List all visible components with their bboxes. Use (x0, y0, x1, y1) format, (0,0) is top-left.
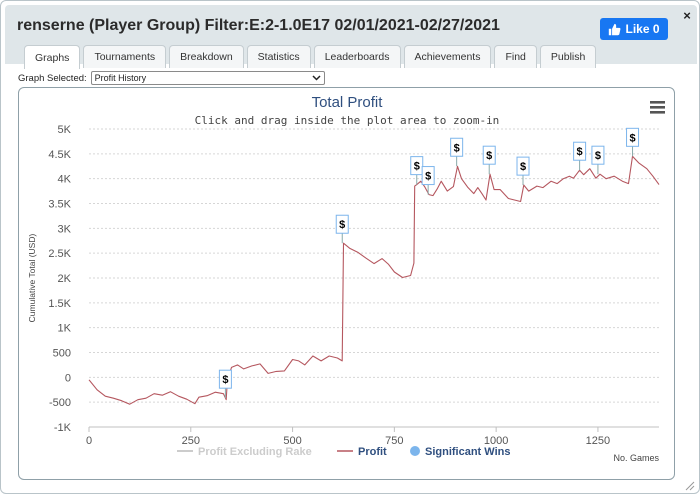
significant-win-label: $ (425, 171, 431, 183)
significant-win-label: $ (577, 146, 583, 158)
tab-find[interactable]: Find (494, 45, 537, 68)
tab-statistics[interactable]: Statistics (246, 45, 311, 68)
significant-win-flag (573, 141, 587, 161)
chart-menu-icon[interactable] (650, 101, 665, 114)
graph-select-row: Graph Selected: Profit History (18, 71, 325, 85)
like-label: Like 0 (625, 22, 660, 36)
tab-bar: Graphs Tournaments Breakdown Statistics … (24, 45, 597, 69)
profit-series-line (88, 155, 660, 405)
x-tick-label: 750 (385, 435, 403, 447)
window-title: renserne (Player Group) Filter:E:2-1.0E1… (17, 17, 500, 34)
legend-label-excluding-rake: Profit Excluding Rake (198, 446, 312, 458)
y-tick-label: 3.5K (48, 199, 71, 211)
significant-win-flag (450, 137, 464, 157)
y-tick-label: 4K (58, 174, 72, 186)
significant-win-flag (516, 156, 530, 176)
significant-win-label: $ (454, 142, 460, 154)
y-tick-label: -500 (49, 397, 71, 409)
y-tick-label: 2.5K (48, 248, 71, 260)
tab-graphs[interactable]: Graphs (24, 45, 81, 69)
legend-label-significant-wins: Significant Wins (425, 446, 510, 458)
graph-select-dropdown[interactable]: Profit History (90, 71, 325, 85)
resize-grip-icon[interactable] (685, 481, 695, 491)
legend-symbol-significant-wins (410, 446, 420, 456)
y-tick-label: 500 (53, 348, 71, 360)
y-tick-label: 2K (58, 273, 72, 285)
y-tick-label: -1K (54, 422, 72, 434)
chart-title: Total Profit (312, 94, 384, 111)
x-tick-label: 500 (283, 435, 301, 447)
facebook-like-button[interactable]: Like 0 (600, 18, 668, 40)
significant-win-label: $ (414, 161, 420, 173)
tab-breakdown[interactable]: Breakdown (169, 45, 244, 68)
significant-win-label: $ (629, 132, 635, 144)
tab-publish[interactable]: Publish (539, 45, 597, 68)
significant-win-flag (421, 166, 435, 186)
y-tick-label: 3K (58, 223, 72, 235)
y-axis-label: Cumulative Total (USD) (27, 234, 37, 323)
chevron-down-icon (310, 73, 324, 83)
significant-win-flag (626, 127, 640, 147)
tab-achievements[interactable]: Achievements (403, 45, 492, 68)
tab-tournaments[interactable]: Tournaments (83, 45, 167, 68)
x-tick-label: 1000 (484, 435, 508, 447)
significant-win-flag (335, 214, 349, 234)
graph-select-value: Profit History (94, 73, 147, 83)
window-titlebar: renserne (Player Group) Filter:E:2-1.0E1… (5, 5, 697, 69)
x-tick-label: 0 (86, 435, 92, 447)
y-tick-label: 5K (58, 124, 72, 136)
significant-win-label: $ (486, 150, 492, 162)
significant-win-label: $ (339, 219, 345, 231)
significant-win-label: $ (520, 161, 526, 173)
legend-label-profit: Profit (358, 446, 387, 458)
x-axis-label: No. Games (613, 453, 659, 463)
profit-chart[interactable]: Total Profit Click and drag inside the pl… (19, 88, 676, 481)
y-tick-label: 4.5K (48, 149, 71, 161)
tab-leaderboards[interactable]: Leaderboards (313, 45, 401, 68)
x-tick-label: 250 (182, 435, 200, 447)
graph-select-label: Graph Selected: (18, 72, 87, 84)
chart-subtitle: Click and drag inside the plot area to z… (195, 114, 500, 127)
y-tick-label: 1.5K (48, 298, 71, 310)
significant-win-flag (410, 156, 424, 176)
chart-container[interactable]: Total Profit Click and drag inside the pl… (18, 87, 675, 480)
thumbs-up-icon (609, 23, 621, 35)
significant-win-flag (482, 145, 496, 165)
significant-win-flag (591, 145, 605, 165)
y-tick-label: 0 (65, 372, 71, 384)
x-tick-label: 1250 (586, 435, 610, 447)
significant-win-label: $ (595, 150, 601, 162)
close-icon[interactable]: × (683, 8, 691, 23)
significant-win-flag (218, 369, 232, 389)
y-tick-label: 1K (58, 323, 72, 335)
significant-win-label: $ (222, 374, 228, 386)
